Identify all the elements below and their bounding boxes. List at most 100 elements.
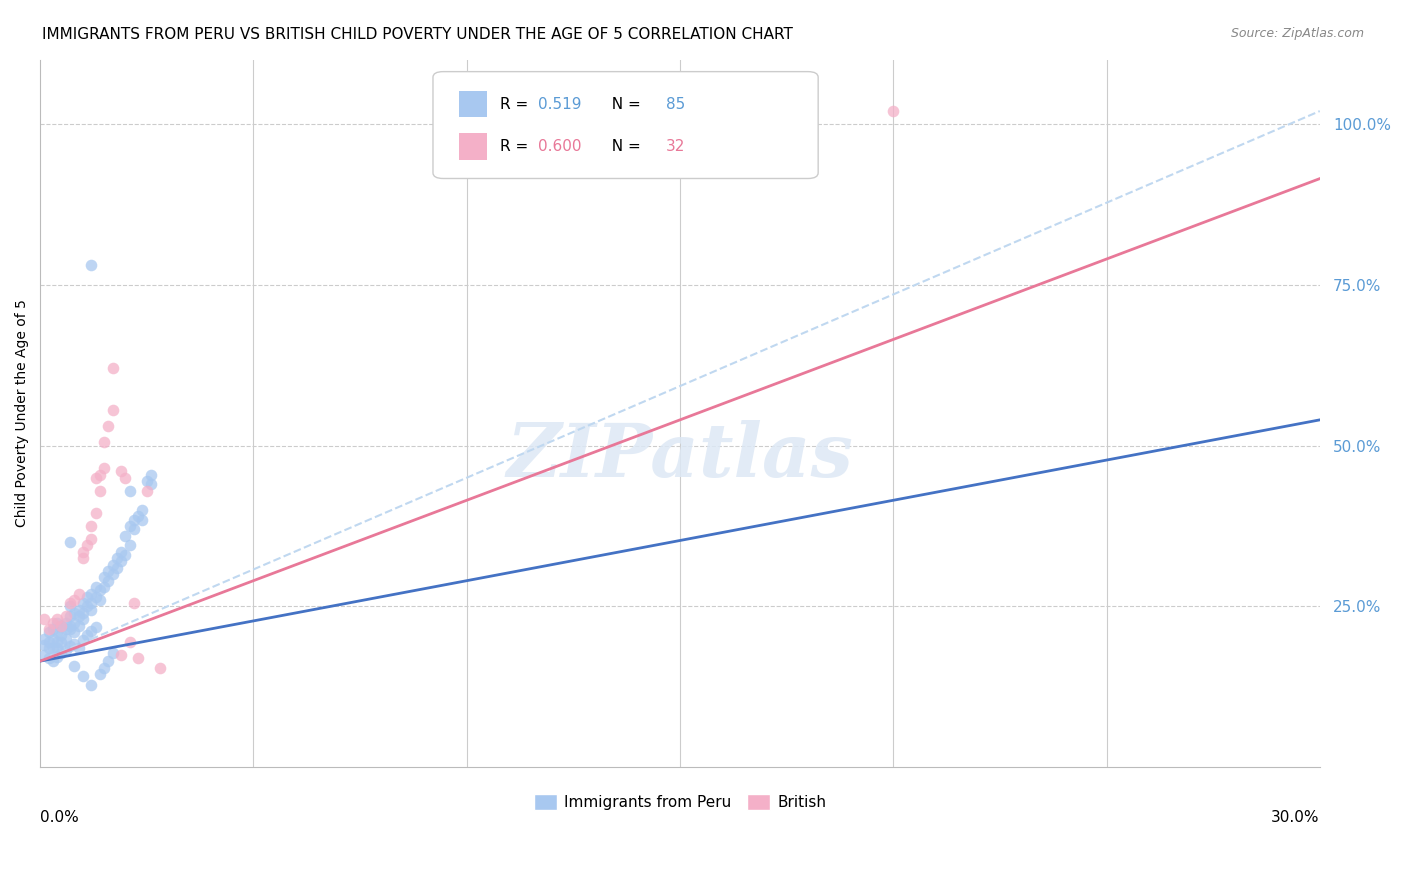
Point: [80, 678, 103, 692]
Point: [63, 606, 86, 620]
Point: [80, 624, 103, 638]
Point: [76, 538, 98, 552]
Point: [67, 641, 90, 656]
Point: [51, 646, 73, 660]
Point: [101, 361, 124, 376]
Point: [114, 529, 136, 543]
Point: [51, 628, 73, 642]
Text: ZIPatlas: ZIPatlas: [506, 419, 853, 492]
Point: [63, 625, 86, 640]
Point: [38, 635, 60, 649]
Point: [101, 646, 124, 660]
Point: [80, 602, 103, 616]
Point: [84, 471, 107, 485]
Point: [72, 632, 94, 647]
Point: [38, 625, 60, 640]
Point: [51, 618, 73, 632]
Point: [67, 609, 90, 624]
Point: [110, 464, 132, 478]
Point: [55, 643, 77, 657]
Text: N =: N =: [602, 96, 645, 112]
Point: [55, 615, 77, 630]
Point: [127, 651, 149, 665]
Point: [46, 615, 69, 630]
Point: [97, 419, 120, 434]
Point: [55, 622, 77, 636]
Point: [110, 554, 132, 568]
Point: [51, 618, 73, 632]
Point: [139, 477, 162, 491]
Point: [59, 618, 82, 632]
Point: [51, 635, 73, 649]
Point: [101, 403, 124, 417]
Point: [67, 602, 90, 616]
Point: [101, 558, 124, 572]
Point: [80, 532, 103, 546]
Text: 0.519: 0.519: [538, 96, 582, 112]
Point: [76, 590, 98, 604]
Point: [148, 660, 170, 674]
Point: [89, 467, 111, 482]
Point: [80, 586, 103, 600]
Point: [131, 512, 153, 526]
Point: [34, 638, 56, 652]
Point: [55, 632, 77, 646]
Point: [59, 609, 82, 624]
FancyBboxPatch shape: [458, 133, 486, 160]
Point: [101, 567, 124, 582]
Point: [97, 574, 120, 588]
Point: [59, 640, 82, 654]
Text: R =: R =: [499, 96, 533, 112]
Point: [76, 599, 98, 614]
Point: [97, 654, 120, 668]
Point: [114, 471, 136, 485]
Point: [122, 522, 145, 536]
Point: [46, 649, 69, 664]
Point: [89, 667, 111, 681]
Text: R =: R =: [499, 138, 533, 153]
Point: [131, 503, 153, 517]
Point: [63, 615, 86, 630]
Point: [63, 637, 86, 651]
Point: [118, 538, 141, 552]
Point: [59, 622, 82, 636]
Point: [72, 596, 94, 610]
Point: [84, 580, 107, 594]
Point: [34, 612, 56, 626]
Legend: Immigrants from Peru, British: Immigrants from Peru, British: [527, 788, 832, 816]
Point: [135, 483, 157, 498]
Point: [42, 632, 65, 646]
Point: [46, 612, 69, 626]
Point: [72, 612, 94, 626]
Text: 32: 32: [666, 138, 685, 153]
Point: [63, 658, 86, 673]
Point: [89, 483, 111, 498]
Point: [72, 551, 94, 566]
Point: [882, 104, 904, 119]
Point: [84, 620, 107, 634]
Text: N =: N =: [602, 138, 645, 153]
Point: [105, 551, 128, 566]
Point: [118, 519, 141, 533]
Point: [42, 615, 65, 630]
Point: [93, 660, 115, 674]
Point: [42, 622, 65, 636]
Text: Source: ZipAtlas.com: Source: ZipAtlas.com: [1230, 27, 1364, 40]
Point: [55, 609, 77, 624]
Point: [63, 593, 86, 607]
FancyBboxPatch shape: [458, 91, 486, 118]
Point: [93, 435, 115, 450]
Point: [127, 509, 149, 524]
Point: [80, 259, 103, 273]
Point: [89, 593, 111, 607]
Point: [93, 570, 115, 584]
Point: [80, 519, 103, 533]
Point: [59, 599, 82, 614]
Point: [114, 548, 136, 562]
Point: [34, 632, 56, 646]
Point: [135, 474, 157, 488]
Text: 0.600: 0.600: [538, 138, 582, 153]
Text: 0.0%: 0.0%: [41, 810, 79, 825]
FancyBboxPatch shape: [433, 71, 818, 178]
Point: [46, 625, 69, 640]
